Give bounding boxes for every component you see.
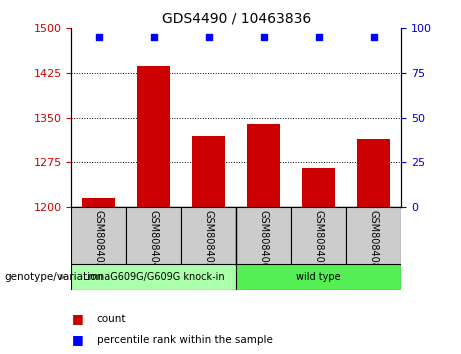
Point xyxy=(150,34,158,40)
Text: GSM808408: GSM808408 xyxy=(369,210,378,269)
Text: genotype/variation: genotype/variation xyxy=(5,272,104,282)
Bar xyxy=(71,207,126,264)
Bar xyxy=(83,198,115,207)
Text: ■: ■ xyxy=(71,333,83,346)
Point xyxy=(260,34,267,40)
Point xyxy=(95,34,103,40)
Bar xyxy=(346,207,401,264)
Bar xyxy=(137,66,171,207)
Bar xyxy=(71,264,236,290)
Bar xyxy=(357,138,390,207)
Text: ■: ■ xyxy=(71,312,83,325)
Point xyxy=(370,34,377,40)
Text: GSM808406: GSM808406 xyxy=(259,210,269,269)
Bar xyxy=(247,124,280,207)
Text: LmnaG609G/G609G knock-in: LmnaG609G/G609G knock-in xyxy=(83,272,225,282)
Bar xyxy=(291,207,346,264)
Bar xyxy=(192,136,225,207)
Bar xyxy=(236,264,401,290)
Text: percentile rank within the sample: percentile rank within the sample xyxy=(97,335,273,345)
Text: GSM808405: GSM808405 xyxy=(204,210,214,269)
Bar xyxy=(181,207,236,264)
Point xyxy=(315,34,322,40)
Bar xyxy=(302,169,335,207)
Text: GSM808407: GSM808407 xyxy=(313,210,324,269)
Text: GSM808403: GSM808403 xyxy=(94,210,104,269)
Bar xyxy=(126,207,181,264)
Title: GDS4490 / 10463836: GDS4490 / 10463836 xyxy=(162,12,311,26)
Text: wild type: wild type xyxy=(296,272,341,282)
Bar xyxy=(236,207,291,264)
Point xyxy=(205,34,213,40)
Text: count: count xyxy=(97,314,126,324)
Text: GSM808404: GSM808404 xyxy=(149,210,159,269)
